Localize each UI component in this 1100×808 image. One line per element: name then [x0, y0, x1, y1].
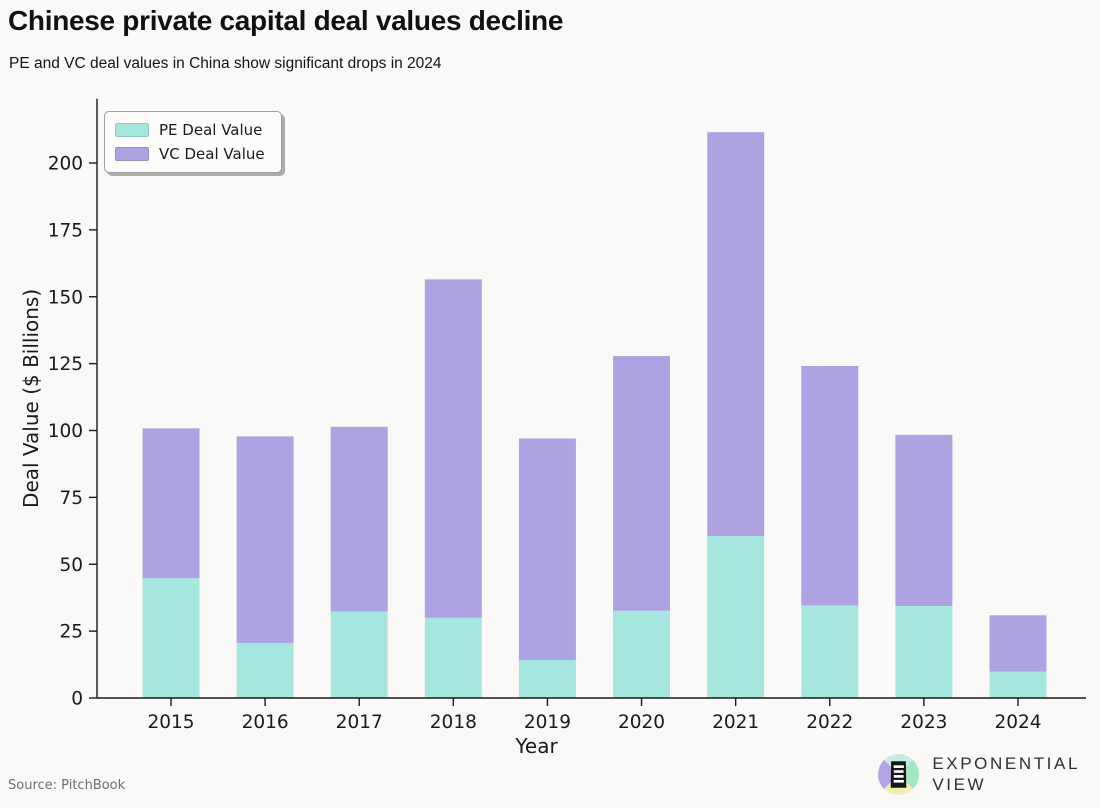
- logo-line-2: VIEW: [932, 774, 987, 794]
- bar-2015-pe-segment: [142, 578, 200, 698]
- x-tick-label-2021: 2021: [712, 712, 759, 733]
- y-tick-label-75: 75: [59, 488, 83, 509]
- bar-2023-vc-segment: [895, 434, 953, 606]
- bar-2015-vc-segment: [142, 428, 200, 579]
- pe-legend-swatch: [115, 123, 149, 137]
- y-tick-label-125: 125: [48, 354, 83, 375]
- chart-legend: PE Deal Value VC Deal Value: [104, 111, 282, 173]
- pe-legend-label: PE Deal Value: [159, 121, 263, 139]
- bar-2017-vc-segment: [330, 426, 388, 612]
- bar-2020-vc-segment: [613, 356, 670, 611]
- y-axis-title: Deal Value ($ Billions): [19, 289, 43, 508]
- bar-2024-pe-segment: [989, 671, 1047, 698]
- stacked-bar-chart: 0 25 50 75 100 125 150 175 200 2015 2016 2017 2018 20…: [19, 98, 1086, 758]
- y-tick-label-175: 175: [48, 220, 83, 241]
- bar-2021-vc-segment: [707, 132, 765, 537]
- vc-legend-swatch: [115, 147, 149, 161]
- page-subtitle: PE and VC deal values in China show sign…: [9, 55, 442, 72]
- bar-2016-pe-segment: [236, 642, 294, 698]
- x-tick-label-2019: 2019: [524, 712, 571, 733]
- bar-2019-pe-segment: [518, 660, 576, 698]
- bar-2016-vc-segment: [236, 436, 294, 643]
- exponential-view-logo: EXPONENTIAL VIEW: [877, 753, 1080, 796]
- bar-2023-pe-segment: [895, 606, 953, 698]
- page-title: Chinese private capital deal values decl…: [8, 5, 564, 36]
- bar-2024-vc-segment: [989, 615, 1047, 672]
- bar-2022-pe-segment: [801, 605, 859, 698]
- y-tick-label-25: 25: [59, 622, 83, 643]
- exponential-view-logo-icon: [878, 753, 920, 796]
- vc-legend-label: VC Deal Value: [159, 145, 265, 163]
- logo-line-1: EXPONENTIAL: [932, 754, 1080, 774]
- bar-2018-vc-segment: [424, 279, 482, 618]
- exponential-view-logo-text: EXPONENTIAL VIEW: [932, 754, 1080, 794]
- y-tick-label-150: 150: [48, 287, 83, 308]
- bar-2019-vc-segment: [518, 438, 576, 660]
- bar-2017-pe-segment: [330, 611, 388, 698]
- x-tick-label-2017: 2017: [336, 712, 383, 733]
- x-tick-label-2018: 2018: [430, 712, 477, 733]
- x-tick-label-2023: 2023: [900, 712, 947, 733]
- y-tick-label-200: 200: [48, 154, 83, 175]
- x-axis-title: Year: [514, 734, 558, 758]
- bar-2021-pe-segment: [707, 536, 765, 698]
- x-tick-label-2016: 2016: [242, 712, 289, 733]
- legend-item-pe: PE Deal Value: [115, 121, 265, 139]
- x-tick-label-2020: 2020: [618, 712, 665, 733]
- y-tick-label-50: 50: [59, 555, 83, 576]
- legend-item-vc: VC Deal Value: [115, 145, 265, 163]
- bar-2018-pe-segment: [424, 617, 482, 699]
- y-tick-label-100: 100: [48, 421, 83, 442]
- x-tick-label-2024: 2024: [994, 712, 1041, 733]
- bar-2020-pe-segment: [613, 610, 670, 698]
- source-credit: Source: PitchBook: [8, 778, 126, 793]
- y-tick-label-0: 0: [71, 689, 83, 710]
- bar-2022-vc-segment: [801, 366, 859, 606]
- x-tick-label-2015: 2015: [147, 712, 194, 733]
- x-tick-label-2022: 2022: [806, 712, 853, 733]
